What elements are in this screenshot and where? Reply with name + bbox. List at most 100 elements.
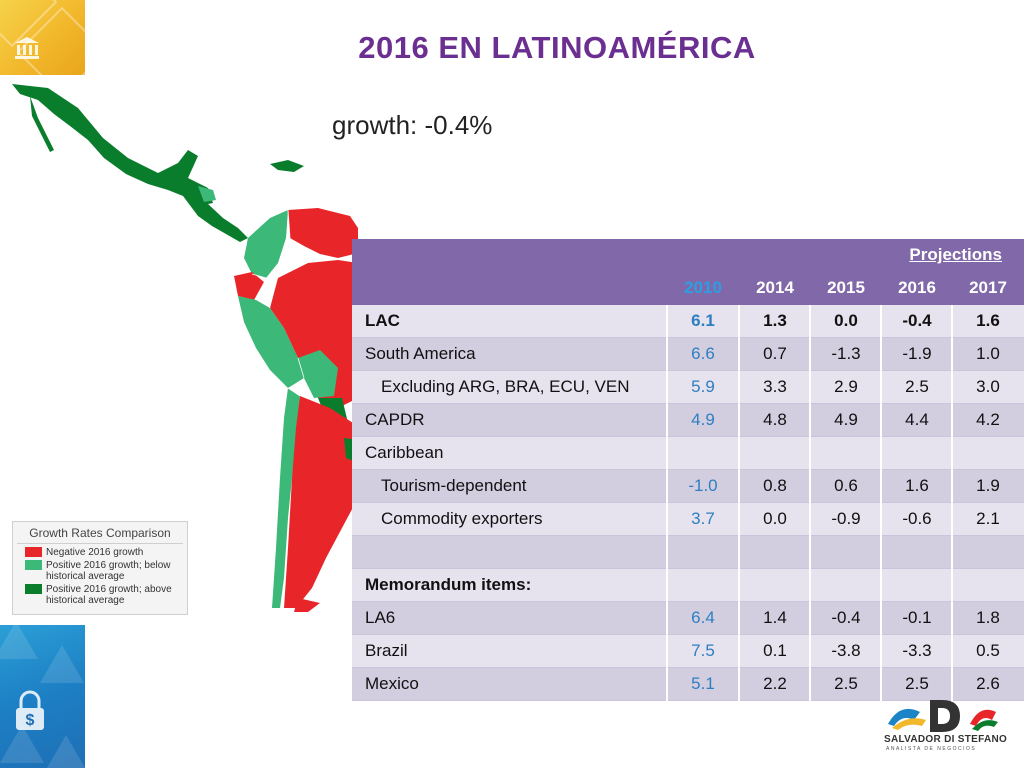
row-value-2017: [953, 536, 1023, 568]
row-value-2014: 0.1: [763, 641, 787, 660]
row-value-2017: [953, 569, 1023, 601]
row-value-2017: 1.9: [976, 476, 1000, 495]
year-header: 2016: [898, 278, 936, 297]
row-label: CAPDR: [365, 410, 425, 429]
table-row: LA6 6.4 1.4 -0.4 -0.1 1.8: [352, 602, 1024, 634]
row-value-2017: 1.8: [976, 608, 1000, 627]
row-value-2016: -3.3: [902, 641, 932, 660]
row-value-2016: 4.4: [905, 410, 929, 429]
legend-label: Positive 2016 growth; above historical a…: [46, 584, 172, 606]
table-row: Mexico 5.1 2.2 2.5 2.5 2.6: [352, 668, 1024, 700]
projections-label: Projections: [909, 245, 1002, 264]
row-value-2014: 3.3: [763, 377, 787, 396]
row-value-2015: 2.5: [834, 674, 858, 693]
map-region-baja: [30, 96, 54, 152]
row-value-2010: 6.1: [691, 311, 715, 330]
row-value-2010: 7.5: [691, 641, 715, 660]
row-value-2014: [740, 536, 810, 568]
row-value-2016: -0.1: [902, 608, 932, 627]
row-value-2016: -0.6: [902, 509, 932, 528]
map-region-peru: [238, 296, 304, 388]
row-label: LAC: [365, 311, 400, 330]
table-row: Commodity exporters 3.7 0.0 -0.9 -0.6 2.1: [352, 503, 1024, 535]
legend-label: Positive 2016 growth; below historical a…: [46, 560, 171, 582]
row-value-2015: [811, 536, 881, 568]
row-value-2010: 3.7: [691, 509, 715, 528]
decorative-corner-tile-top: [0, 0, 85, 75]
row-value-2015: 0.0: [834, 311, 858, 330]
row-value-2015: [811, 437, 881, 469]
map-region-central-light: [198, 186, 216, 202]
row-value-2016: 1.6: [905, 476, 929, 495]
row-value-2010: 4.9: [691, 410, 715, 429]
row-label: Excluding ARG, BRA, ECU, VEN: [381, 377, 630, 396]
logo-mark-icon: [888, 700, 998, 732]
map-region-central-america: [183, 196, 248, 242]
row-value-2017: 4.2: [976, 410, 1000, 429]
brand-name: SALVADOR DI STEFANO: [884, 734, 1008, 745]
row-label: LA6: [365, 608, 396, 627]
row-value-2014: [740, 569, 810, 601]
table-row: LAC 6.1 1.3 0.0 -0.4 1.6: [352, 305, 1024, 337]
map-region-bolivia: [298, 350, 338, 398]
row-value-2010: [668, 569, 738, 601]
row-value-2014: 4.8: [763, 410, 787, 429]
map-region-venezuela: [288, 208, 358, 258]
year-header: 2015: [827, 278, 865, 297]
row-value-2016: 2.5: [905, 377, 929, 396]
growth-table: Projections 2010 2014 2015 2016 2017 LAC…: [352, 239, 1024, 701]
row-value-2017: 0.5: [976, 641, 1000, 660]
row-label: Mexico: [365, 674, 419, 693]
table-header-top: Projections: [352, 239, 1024, 272]
column-divider: [666, 305, 668, 701]
map-region-colombia: [244, 210, 288, 278]
row-value-2010: 6.6: [691, 344, 715, 363]
brand-tagline: ANALISTA DE NEGOCIOS: [886, 746, 977, 752]
legend-item-above-average: Positive 2016 growth; above historical a…: [25, 584, 187, 606]
row-value-2015: 0.6: [834, 476, 858, 495]
table-row: Brazil 7.5 0.1 -3.8 -3.3 0.5: [352, 635, 1024, 667]
column-divider: [880, 305, 882, 701]
row-value-2010: -1.0: [688, 476, 718, 495]
row-value-2010: [668, 437, 738, 469]
legend-label: Negative 2016 growth: [46, 547, 144, 558]
row-value-2010: 6.4: [691, 608, 715, 627]
row-value-2015: -3.8: [831, 641, 861, 660]
map-region-ecuador: [234, 272, 264, 300]
row-label: Caribbean: [365, 443, 444, 462]
row-value-2016: [882, 437, 952, 469]
table-row: CAPDR 4.9 4.8 4.9 4.4 4.2: [352, 404, 1024, 436]
map-region-argentina: [284, 396, 358, 608]
svg-text:$: $: [26, 712, 35, 729]
row-value-2016: [882, 569, 952, 601]
row-value-2014: 0.7: [763, 344, 787, 363]
row-value-2016: 2.5: [905, 674, 929, 693]
row-value-2010: [668, 536, 738, 568]
map-legend: Growth Rates Comparison Negative 2016 gr…: [12, 521, 188, 615]
row-value-2015: 4.9: [834, 410, 858, 429]
year-header: 2014: [756, 278, 794, 297]
row-value-2017: 3.0: [976, 377, 1000, 396]
row-value-2017: 1.0: [976, 344, 1000, 363]
table-row: Tourism-dependent -1.0 0.8 0.6 1.6 1.9: [352, 470, 1024, 502]
page-title: 2016 EN LATINOAMÉRICA: [358, 30, 756, 65]
row-value-2015: 2.9: [834, 377, 858, 396]
row-value-2014: 1.3: [763, 311, 787, 330]
legend-title: Growth Rates Comparison: [17, 522, 183, 544]
row-value-2016: -1.9: [902, 344, 932, 363]
row-value-2017: [953, 437, 1023, 469]
row-value-2016: -0.4: [902, 311, 932, 330]
row-label: Tourism-dependent: [381, 476, 527, 495]
row-value-2015: -0.9: [831, 509, 861, 528]
table-row: Caribbean: [352, 437, 1024, 469]
row-value-2016: [882, 536, 952, 568]
row-value-2014: 0.0: [763, 509, 787, 528]
row-value-2010: 5.1: [691, 674, 715, 693]
row-label: South America: [365, 344, 476, 363]
growth-caption: growth: -0.4%: [332, 110, 493, 140]
table-row: [352, 536, 1024, 568]
table-header-years: 2010 2014 2015 2016 2017: [352, 272, 1024, 305]
brand-logo: SALVADOR DI STEFANO ANALISTA DE NEGOCIOS: [880, 696, 1007, 756]
legend-swatch-dark-green: [25, 584, 42, 594]
decorative-corner-tile-bottom: $: [0, 625, 85, 768]
